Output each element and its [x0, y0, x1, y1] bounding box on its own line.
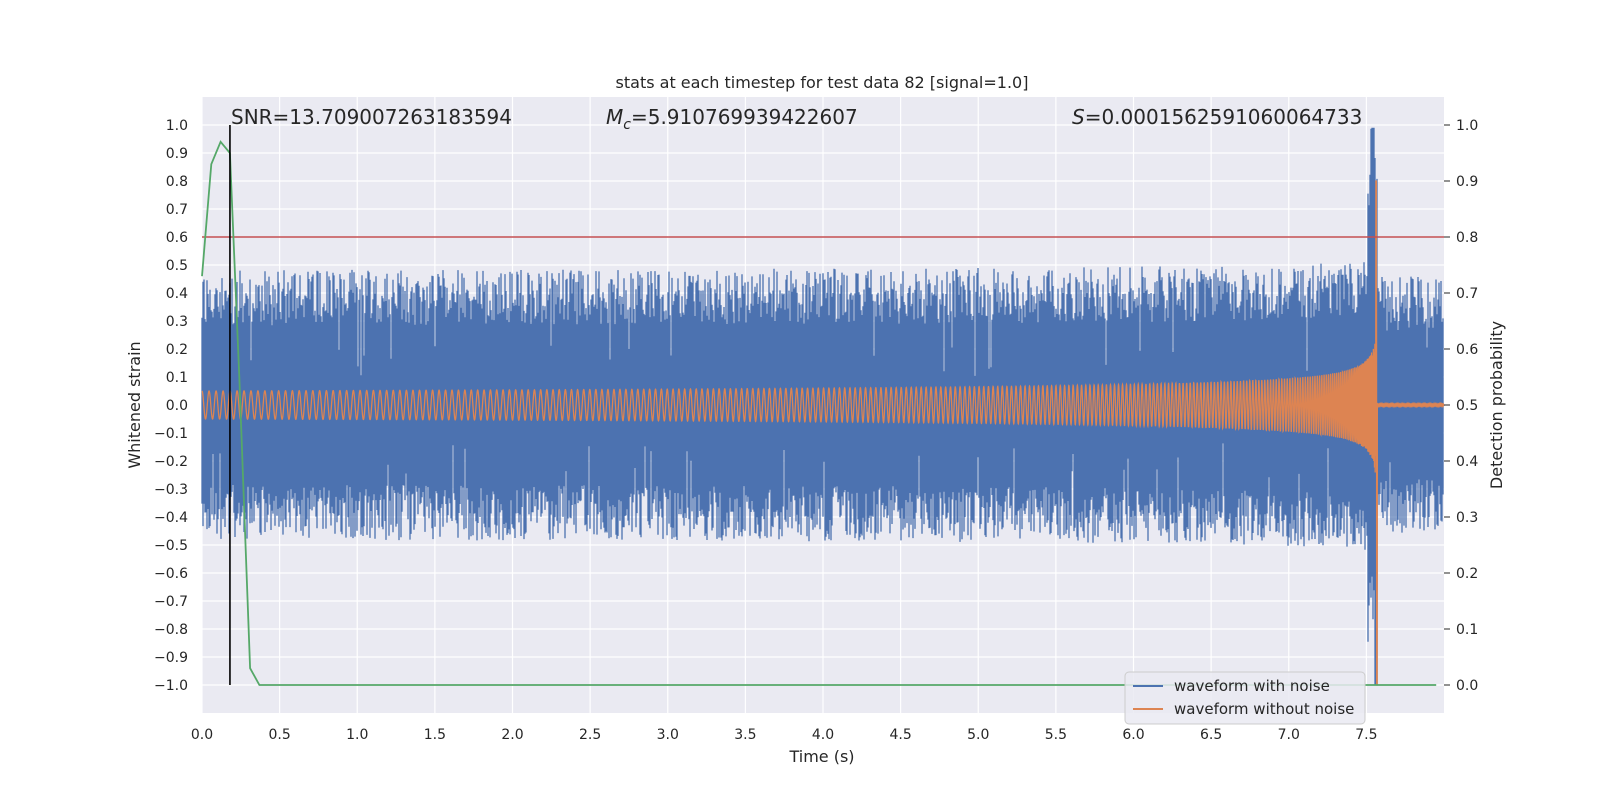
legend-label-noisy: waveform with noise: [1174, 677, 1330, 695]
x-axis: 0.0 0.5 1.0 1.5 2.0 2.5 3.0 3.5 4.0 4.5 5.0 5.5 6.0 6…: [191, 727, 1378, 743]
left-tick-label: −0.3: [154, 482, 188, 498]
x-tick-label: 2.0: [501, 727, 523, 743]
s-annotation: S=0.0001562591060064733: [1072, 105, 1362, 129]
left-tick-label: 0.7: [166, 202, 188, 218]
right-tick-label: 0.2: [1456, 566, 1478, 582]
x-tick-label: 1.5: [424, 727, 446, 743]
right-tick-label: 0.7: [1456, 286, 1478, 302]
x-tick-label: 5.5: [1045, 727, 1067, 743]
legend: waveform with noise waveform without noi…: [1124, 671, 1366, 725]
chirp-mass-symbol: M: [606, 105, 623, 129]
left-tick-label: −0.6: [154, 566, 188, 582]
left-axis-label: Whitened strain: [125, 341, 144, 468]
s-value: =0.0001562591060064733: [1085, 105, 1363, 129]
snr-annotation: SNR=13.709007263183594: [231, 105, 512, 129]
x-tick-label: 0.0: [191, 727, 213, 743]
right-tick-label: 0.1: [1456, 622, 1478, 638]
x-tick-label: 0.5: [268, 727, 290, 743]
left-tick-label: 0.4: [166, 286, 188, 302]
x-tick-label: 1.0: [346, 727, 368, 743]
left-tick-label: 1.0: [166, 118, 188, 134]
left-tick-label: 0.0: [166, 398, 188, 414]
left-tick-label: 0.2: [166, 342, 188, 358]
right-tick-label: 0.8: [1456, 230, 1478, 246]
x-tick-label: 4.5: [889, 727, 911, 743]
right-axis-label: Detection probability: [1487, 321, 1506, 489]
left-tick-label: −0.4: [154, 510, 188, 526]
left-tick-label: −0.5: [154, 538, 188, 554]
legend-label-clean: waveform without noise: [1174, 700, 1354, 718]
left-tick-label: 0.1: [166, 370, 188, 386]
chart-title: stats at each timestep for test data 82 …: [616, 73, 1029, 92]
x-tick-label: 5.0: [967, 727, 989, 743]
x-tick-label: 3.5: [734, 727, 756, 743]
series-clean-waveform: [201, 180, 1445, 686]
x-tick-label: 6.0: [1122, 727, 1144, 743]
right-tick-label: 0.9: [1456, 174, 1478, 190]
left-tick-label: −0.8: [154, 622, 188, 638]
plot-area: [201, 125, 1445, 686]
left-tick-label: −1.0: [154, 678, 188, 694]
left-tick-label: −0.2: [154, 454, 188, 470]
x-tick-label: 7.5: [1355, 727, 1377, 743]
right-tick-label: 0.3: [1456, 510, 1478, 526]
x-tick-label: 4.0: [812, 727, 834, 743]
left-tick-label: 0.8: [166, 174, 188, 190]
series-detection-probability: [201, 140, 1437, 686]
right-tick-label: 0.6: [1456, 342, 1478, 358]
chirp-mass-value: =5.910769939422607: [631, 105, 858, 129]
right-tick-label: 1.0: [1456, 118, 1478, 134]
left-tick-label: 0.5: [166, 258, 188, 274]
left-axis: 1.0 0.9 0.8 0.7 0.6 0.5 0.4 0.3 0.2 0.1 0.0 −0.1 −0.…: [154, 118, 188, 694]
x-tick-label: 3.0: [657, 727, 679, 743]
left-tick-label: −0.9: [154, 650, 188, 666]
right-tick-label: 0.5: [1456, 398, 1478, 414]
x-tick-label: 2.5: [579, 727, 601, 743]
right-tick-label: 0.4: [1456, 454, 1478, 470]
left-tick-label: 0.9: [166, 146, 188, 162]
left-tick-label: 0.3: [166, 314, 188, 330]
right-axis: 1.0 0.9 0.8 0.7 0.6 0.5 0.4 0.3 0.2 0.1 0.0: [1444, 118, 1478, 694]
chirp-mass-annotation: Mc=5.910769939422607: [606, 105, 858, 133]
chirp-mass-subscript: c: [623, 117, 631, 133]
left-tick-label: −0.7: [154, 594, 188, 610]
left-tick-label: −0.1: [154, 426, 188, 442]
s-symbol: S: [1072, 105, 1085, 129]
x-axis-label: Time (s): [788, 747, 854, 766]
right-tick-label: 0.0: [1456, 678, 1478, 694]
legend-box: [1124, 671, 1366, 725]
x-tick-label: 6.5: [1200, 727, 1222, 743]
left-tick-label: 0.6: [166, 230, 188, 246]
x-tick-label: 7.0: [1278, 727, 1300, 743]
